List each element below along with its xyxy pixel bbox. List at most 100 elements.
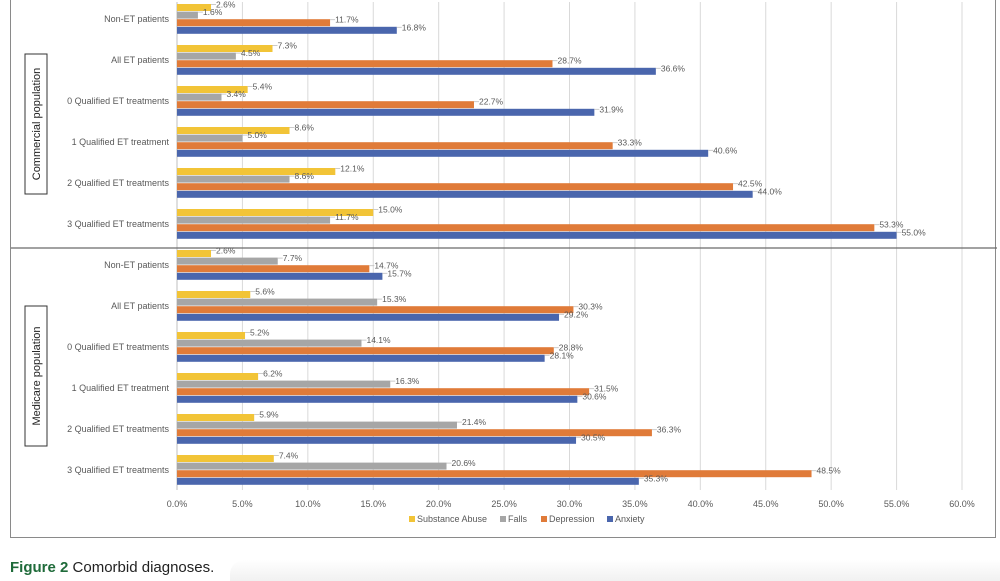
bar xyxy=(177,414,255,421)
data-label: 30.6% xyxy=(582,391,607,401)
category-label: Non-ET patients xyxy=(104,260,169,270)
figure-caption-text: Comorbid diagnoses. xyxy=(72,559,215,576)
data-label: 22.7% xyxy=(479,97,504,107)
bar xyxy=(177,388,590,396)
data-label: 35.3% xyxy=(644,473,669,483)
x-tick-label: 35.0% xyxy=(622,499,648,509)
bar xyxy=(177,313,560,321)
bar xyxy=(177,19,331,27)
bar xyxy=(177,127,290,134)
data-label: 2.6% xyxy=(216,0,236,10)
category-label: All ET patients xyxy=(111,301,169,311)
legend-swatch xyxy=(541,516,547,522)
data-label: 28.7% xyxy=(557,56,582,66)
bar xyxy=(177,216,331,224)
bar xyxy=(177,470,812,478)
data-label: 33.3% xyxy=(618,138,643,148)
bar xyxy=(177,332,246,339)
category-label: 2 Qualified ET treatments xyxy=(67,424,169,434)
legend-label: Depression xyxy=(549,514,595,524)
data-label: 36.3% xyxy=(657,425,682,435)
data-label: 8.6% xyxy=(295,123,315,133)
bar xyxy=(177,429,652,437)
bar xyxy=(177,190,753,198)
category-label: 0 Qualified ET treatments xyxy=(67,342,169,352)
bar xyxy=(177,477,639,485)
data-label: 14.1% xyxy=(366,335,391,345)
data-label: 36.6% xyxy=(661,63,686,73)
bar xyxy=(177,183,734,191)
bar xyxy=(177,395,578,403)
bar xyxy=(177,291,251,298)
bar xyxy=(177,209,374,216)
bar xyxy=(177,175,290,183)
category-label: 1 Qualified ET treatment xyxy=(72,137,170,147)
data-label: 20.6% xyxy=(452,458,477,468)
x-tick-label: 40.0% xyxy=(688,499,714,509)
data-label: 15.7% xyxy=(387,268,412,278)
data-label: 14.7% xyxy=(374,261,399,271)
x-tick-label: 45.0% xyxy=(753,499,779,509)
bar xyxy=(177,421,457,429)
bar xyxy=(177,4,212,11)
data-label: 28.1% xyxy=(550,350,575,360)
bar xyxy=(177,436,577,444)
bar xyxy=(177,52,236,60)
bar xyxy=(177,11,198,19)
x-tick-label: 50.0% xyxy=(818,499,844,509)
x-tick-label: 25.0% xyxy=(491,499,517,509)
data-label: 5.2% xyxy=(250,328,270,338)
data-label: 31.9% xyxy=(599,104,624,114)
bar xyxy=(177,134,243,142)
data-label: 5.0% xyxy=(247,130,267,140)
bar xyxy=(177,149,709,157)
data-label: 16.8% xyxy=(402,22,427,32)
data-label: 5.6% xyxy=(255,287,275,297)
bar xyxy=(177,231,897,239)
bar xyxy=(177,250,212,257)
data-label: 6.2% xyxy=(263,369,283,379)
data-label: 15.3% xyxy=(382,294,407,304)
population-label-box xyxy=(24,305,48,447)
bar xyxy=(177,60,553,68)
data-label: 42.5% xyxy=(738,179,763,189)
figure-label: Figure 2 xyxy=(10,559,69,576)
bar xyxy=(177,101,474,109)
data-label: 29.2% xyxy=(564,309,589,319)
data-label: 48.5% xyxy=(817,466,842,476)
category-label: 3 Qualified ET treatments xyxy=(67,465,169,475)
bar xyxy=(177,26,397,34)
data-label: 7.7% xyxy=(283,253,303,263)
bar xyxy=(177,67,656,75)
population-label: Commercial population xyxy=(31,68,43,181)
data-label: 15.0% xyxy=(378,205,403,215)
data-label: 5.9% xyxy=(259,410,279,420)
data-label: 7.3% xyxy=(278,41,298,51)
data-label: 11.7% xyxy=(335,212,359,222)
data-label: 16.3% xyxy=(395,376,420,386)
bar xyxy=(177,298,378,306)
legend-label: Anxiety xyxy=(615,514,645,524)
bar xyxy=(177,168,336,175)
legend-swatch xyxy=(500,516,506,522)
bar xyxy=(177,380,391,388)
data-label: 55.0% xyxy=(902,227,927,237)
bar xyxy=(177,86,248,93)
population-label: Medicare population xyxy=(31,326,43,425)
data-label: 53.3% xyxy=(879,220,904,230)
bar xyxy=(177,93,222,101)
bar xyxy=(177,339,362,347)
legend-label: Falls xyxy=(508,514,528,524)
data-label: 4.5% xyxy=(241,48,261,58)
bar xyxy=(177,455,274,462)
legend-swatch xyxy=(409,516,415,522)
data-label: 2.6% xyxy=(216,246,236,256)
bar xyxy=(177,347,554,355)
data-label: 12.1% xyxy=(340,164,365,174)
x-tick-label: 0.0% xyxy=(167,499,188,509)
bar xyxy=(177,257,278,265)
data-label: 11.7% xyxy=(335,15,359,25)
data-label: 5.4% xyxy=(253,82,273,92)
category-label: 0 Qualified ET treatments xyxy=(67,96,169,106)
category-label: 2 Qualified ET treatments xyxy=(67,178,169,188)
